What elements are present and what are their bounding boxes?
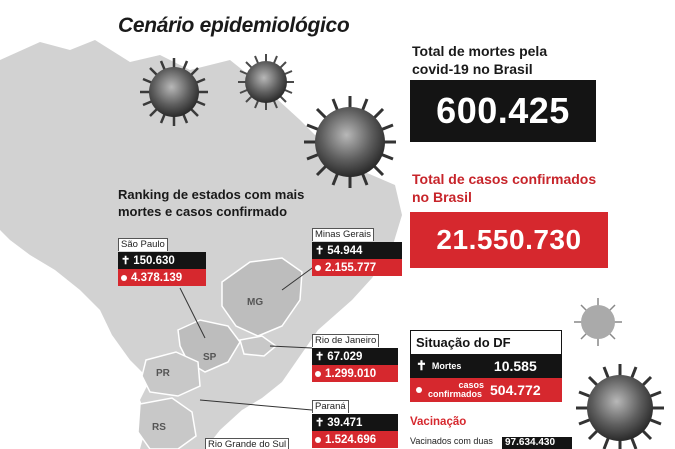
df-cases-label-line1: casos: [458, 380, 484, 390]
df-title: Situação do DF: [410, 330, 562, 354]
map-label-pr: PR: [156, 368, 170, 379]
cross-icon: ✝: [315, 245, 325, 257]
cross-icon: ✝: [315, 417, 325, 429]
state-card-rio-grande-do-sul: Rio Grande do Sul: [205, 434, 290, 449]
state-cases-row: 1.524.696: [312, 431, 398, 448]
state-deaths-value: 150.630: [133, 254, 175, 267]
state-cases-row: 4.378.139: [118, 269, 206, 286]
cross-icon: ✝: [416, 358, 427, 373]
vaccination-value: 97.634.430: [502, 437, 572, 449]
df-cases-label-line2: confirmados: [428, 389, 483, 399]
ranking-title-line2: mortes e casos confirmado: [118, 204, 288, 219]
state-name: Minas Gerais: [312, 228, 374, 241]
map-label-rs: RS: [152, 422, 166, 433]
state-name: Paraná: [312, 400, 349, 413]
state-cases-value: 4.378.139: [131, 271, 183, 284]
state-deaths-row: ✝ 67.029: [312, 348, 398, 365]
state-sp-shape: [177, 319, 241, 373]
cross-icon: ✝: [121, 255, 131, 267]
cases-label-line2: no Brasil: [412, 189, 472, 205]
virus-icon: [576, 364, 664, 449]
state-name: São Paulo: [118, 238, 168, 251]
brazil-map-shape: [0, 40, 402, 449]
virus-icon: [304, 96, 396, 188]
deaths-label: Total de mortes pela covid-19 no Brasil: [412, 42, 547, 78]
state-card-minas-gerais: Minas Gerais ✝ 54.944 2.155.777: [312, 224, 402, 276]
df-cases-value: 504.772: [490, 382, 541, 398]
state-deaths-row: ✝ 39.471: [312, 414, 398, 431]
dot-icon: [121, 274, 127, 281]
df-situation-box: Situação do DF ✝ Mortes 10.585 casos con…: [410, 330, 562, 402]
state-deaths-value: 67.029: [327, 350, 363, 363]
virus-icon: [574, 298, 622, 346]
cross-icon: ✝: [315, 351, 325, 363]
state-cases-value: 2.155.777: [325, 261, 377, 274]
virus-icon: [238, 54, 294, 110]
state-cases-value: 1.299.010: [325, 367, 377, 380]
dot-icon: [416, 387, 422, 393]
total-cases-value: 21.550.730: [410, 212, 608, 268]
state-card-sao-paulo: São Paulo ✝ 150.630 4.378.139: [118, 234, 206, 286]
df-deaths-label: Mortes: [431, 360, 462, 371]
state-name: Rio de Janeiro: [312, 334, 380, 347]
state-cases-row: 2.155.777: [312, 259, 402, 276]
state-card-parana: Paraná ✝ 39.471 1.524.696: [312, 396, 398, 448]
state-deaths-row: ✝ 150.630: [118, 252, 206, 269]
virus-icon: [140, 58, 208, 126]
cases-label: Total de casos confirmados no Brasil: [412, 170, 596, 206]
state-rj-shape: [239, 335, 278, 357]
ranking-title: Ranking de estados com mais mortes e cas…: [118, 186, 323, 220]
df-deaths-value: 10.585: [493, 358, 537, 374]
ranking-title-line1: Ranking de estados com mais: [118, 187, 305, 202]
df-deaths-row: ✝ Mortes 10.585: [410, 354, 562, 378]
deaths-label-line2: covid-19 no Brasil: [412, 61, 533, 77]
cases-label-line1: Total de casos confirmados: [412, 171, 597, 187]
dot-icon: [315, 370, 321, 377]
state-cases-value: 1.524.696: [325, 433, 377, 446]
state-rs-shape: [137, 397, 197, 449]
state-name: Rio Grande do Sul: [205, 438, 290, 449]
dot-icon: [315, 264, 321, 271]
map-label-mg: MG: [247, 297, 264, 308]
map-label-sp: SP: [203, 352, 217, 363]
vaccination-text: Vacinados com duas: [410, 436, 493, 446]
vaccination-title: Vacinação: [410, 416, 467, 428]
state-deaths-row: ✝ 54.944: [312, 242, 402, 259]
state-deaths-value: 54.944: [327, 244, 363, 257]
state-pr-shape: [141, 351, 201, 397]
df-cases-label: casos confirmados: [428, 381, 490, 399]
dot-icon: [315, 436, 321, 443]
state-mg-shape: [221, 257, 303, 337]
state-deaths-value: 39.471: [327, 416, 363, 429]
state-cases-row: 1.299.010: [312, 365, 398, 382]
deaths-label-line1: Total de mortes pela: [412, 43, 548, 59]
state-card-rio-de-janeiro: Rio de Janeiro ✝ 67.029 1.299.010: [312, 330, 398, 382]
df-cases-row: casos confirmados 504.772: [410, 378, 562, 402]
page-title: Cenário epidemiológico: [118, 14, 350, 37]
total-deaths-value: 600.425: [410, 80, 596, 142]
